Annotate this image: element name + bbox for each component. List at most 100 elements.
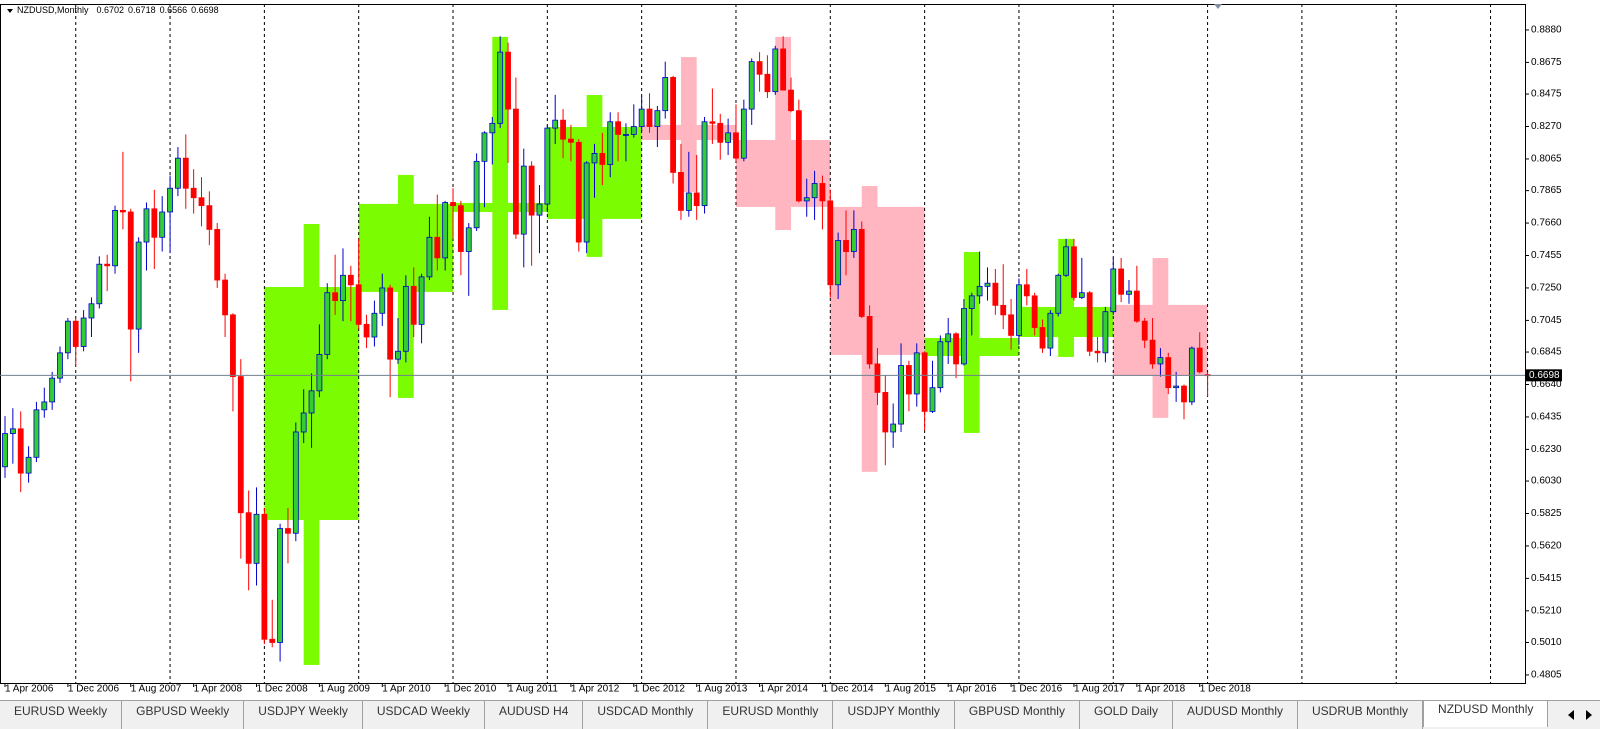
candle-body — [505, 51, 511, 110]
candle-body — [1133, 290, 1140, 322]
y-tick-label: 0.5415 — [1531, 573, 1562, 584]
tab[interactable]: USDRUB Monthly — [1298, 701, 1424, 729]
candle-body — [929, 387, 936, 412]
candle-body — [379, 287, 386, 314]
candle-body — [410, 285, 417, 325]
candle-body — [1149, 339, 1156, 365]
tab[interactable]: USDJPY Monthly — [833, 701, 955, 729]
candle-body — [1047, 312, 1054, 349]
x-tick-label: 1 Dec 2014 — [822, 684, 874, 695]
candle-body — [167, 187, 173, 213]
candle-body — [748, 61, 755, 110]
candle-body — [968, 295, 975, 309]
tab[interactable]: GBPUSD Weekly — [122, 701, 245, 729]
candle-body — [1000, 304, 1007, 316]
candle-body — [489, 122, 496, 134]
zone — [1152, 258, 1169, 418]
menu-arrow[interactable] — [7, 9, 13, 13]
x-tick-label: 1 Dec 2010 — [445, 684, 497, 695]
x-tick-label: 1 Apr 2006 — [5, 684, 54, 695]
candle-body — [560, 119, 566, 140]
tab-bar: EURUSD Weekly GBPUSD Weekly USDJPY Weekly U… — [0, 700, 1600, 729]
candle-body — [638, 108, 645, 127]
y-tick-label: 0.4805 — [1531, 670, 1562, 681]
candle-body — [371, 312, 378, 338]
candle-body — [2, 433, 8, 468]
y-tick-label: 0.8880 — [1531, 25, 1562, 36]
candle-body — [1039, 327, 1046, 349]
zone — [492, 36, 509, 310]
candle-body — [725, 132, 732, 143]
candle-body — [316, 354, 323, 392]
x-tick-label: 1 Apr 2008 — [194, 684, 243, 695]
tab[interactable]: EURUSD Weekly — [0, 701, 123, 729]
y-tick-label: 0.5210 — [1531, 605, 1562, 616]
candle-body — [646, 108, 653, 127]
candle-body — [450, 202, 456, 207]
candle-body — [591, 153, 598, 164]
candle-body — [222, 279, 228, 316]
x-tick-label: 1 Apr 2012 — [571, 684, 620, 695]
scroll-arrows[interactable] — [1560, 701, 1600, 729]
candle-body — [874, 363, 881, 393]
candle-body — [1110, 268, 1117, 313]
candle-body — [795, 110, 802, 202]
y-tick-label: 0.8270 — [1531, 121, 1562, 132]
candle-body — [1071, 246, 1077, 298]
candle-body — [57, 352, 63, 379]
candle-body — [819, 183, 826, 202]
candle-body — [670, 77, 676, 173]
candle-body — [756, 61, 763, 75]
y-tick-label: 0.8065 — [1531, 154, 1562, 165]
candle-body — [206, 205, 213, 230]
candle-body — [17, 428, 24, 474]
candle-body — [780, 48, 787, 91]
y-tick-label: 0.5620 — [1531, 541, 1562, 552]
tab[interactable]: NZDUSD Monthly — [1423, 701, 1549, 727]
tab[interactable]: AUDUSD H4 — [485, 701, 584, 729]
candle-body — [568, 138, 574, 143]
chart: NZDUSD,Monthly 0.6702 0.6718 0.6566 0.6698 0… — [0, 4, 1562, 695]
header: NZDUSD,Monthly 0.6702 0.6718 0.6566 0.6698 — [17, 5, 219, 15]
tab[interactable]: AUDUSD Monthly — [1173, 701, 1298, 729]
candle-body — [976, 285, 983, 297]
candle-body — [442, 202, 449, 259]
candle-body — [347, 274, 354, 286]
tab[interactable]: USDCAD Monthly — [583, 701, 709, 729]
candle-body — [788, 89, 794, 112]
candle-body — [623, 134, 629, 136]
candle-body — [175, 157, 181, 189]
tab[interactable]: USDCAD Weekly — [363, 701, 486, 729]
candle-body — [159, 211, 166, 238]
candle-body — [182, 157, 189, 189]
tab[interactable]: USDJPY Weekly — [244, 701, 363, 729]
tab[interactable]: GBPUSD Monthly — [955, 701, 1080, 729]
candle-body — [41, 401, 48, 411]
y-tick-label: 0.5825 — [1531, 508, 1562, 519]
candle-body — [906, 365, 912, 395]
candle-body — [552, 119, 559, 129]
y-tick-label: 0.7250 — [1531, 283, 1562, 294]
x-tick-label: 1 Dec 2016 — [1011, 684, 1063, 695]
candle-body — [882, 392, 889, 433]
tab[interactable]: GOLD Daily — [1080, 701, 1173, 729]
candle-body — [717, 122, 724, 143]
candle-body — [811, 183, 818, 199]
candle-body — [72, 320, 79, 347]
x-tick-label: 1 Aug 2011 — [508, 684, 558, 695]
candle-body — [120, 209, 126, 213]
tab-scroll[interactable] — [1560, 701, 1600, 729]
candle-body — [1102, 311, 1109, 354]
chart-title: NZDUSD,Monthly — [17, 5, 89, 15]
candle-body — [678, 172, 684, 211]
candle-body — [292, 431, 299, 534]
candle-body — [33, 409, 40, 458]
x-tick-label: 1 Apr 2014 — [760, 684, 809, 695]
candle-body — [945, 333, 952, 343]
x-tick-label: 1 Aug 2017 — [1074, 684, 1125, 695]
tab[interactable]: EURUSD Monthly — [708, 701, 834, 729]
candle-body — [615, 121, 621, 135]
candle-body — [937, 341, 944, 389]
candle-body — [190, 187, 197, 199]
